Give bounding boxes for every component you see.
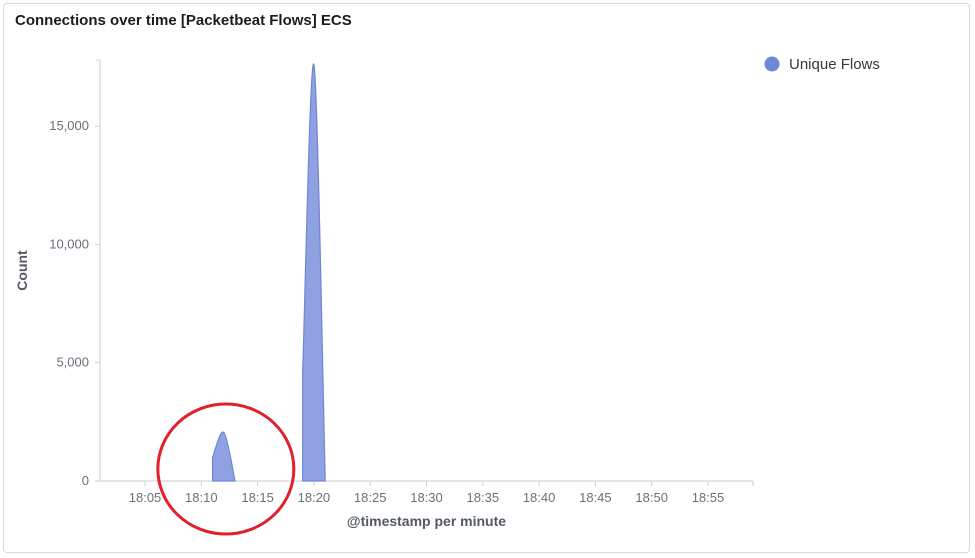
- x-tick-label: 18:50: [635, 490, 668, 505]
- x-tick-label: 18:05: [129, 490, 162, 505]
- chart-annotation: [156, 402, 296, 536]
- y-tick-label: 0: [82, 473, 89, 488]
- y-axis-title: Count: [14, 250, 30, 291]
- panel-title: Connections over time [Packetbeat Flows]…: [15, 12, 352, 29]
- x-tick-label: 18:15: [241, 490, 274, 505]
- y-tick-label: 5,000: [56, 355, 89, 370]
- y-tick-label: 15,000: [49, 118, 89, 133]
- area-series-unique-flows: [302, 63, 326, 482]
- chart-axes: [95, 59, 754, 486]
- y-tick-label: 10,000: [49, 236, 89, 251]
- x-tick-label: 18:40: [523, 490, 556, 505]
- x-tick-label: 18:30: [410, 490, 443, 505]
- x-tick-label: 18:25: [354, 490, 387, 505]
- x-tick-label: 18:55: [692, 490, 725, 505]
- legend-label-unique-flows[interactable]: Unique Flows: [789, 56, 880, 73]
- chart-legend[interactable]: Unique Flows: [764, 56, 880, 73]
- area-series-unique-flows: [211, 431, 236, 482]
- chart-labels: 0 5,000 10,000 15,000 18:05 18:10 18:15 18:20 18…: [14, 118, 724, 529]
- x-axis-title: @timestamp per minute: [347, 513, 506, 529]
- x-tick-label: 18:20: [298, 490, 331, 505]
- x-tick-label: 18:35: [467, 490, 500, 505]
- chart-series: [211, 63, 326, 482]
- annotation-circle: [156, 402, 296, 536]
- x-tick-label: 18:45: [579, 490, 612, 505]
- visualization-panel: Connections over time [Packetbeat Flows]…: [3, 3, 970, 553]
- legend-swatch-unique-flows[interactable]: [764, 56, 780, 72]
- x-tick-label: 18:10: [185, 490, 218, 505]
